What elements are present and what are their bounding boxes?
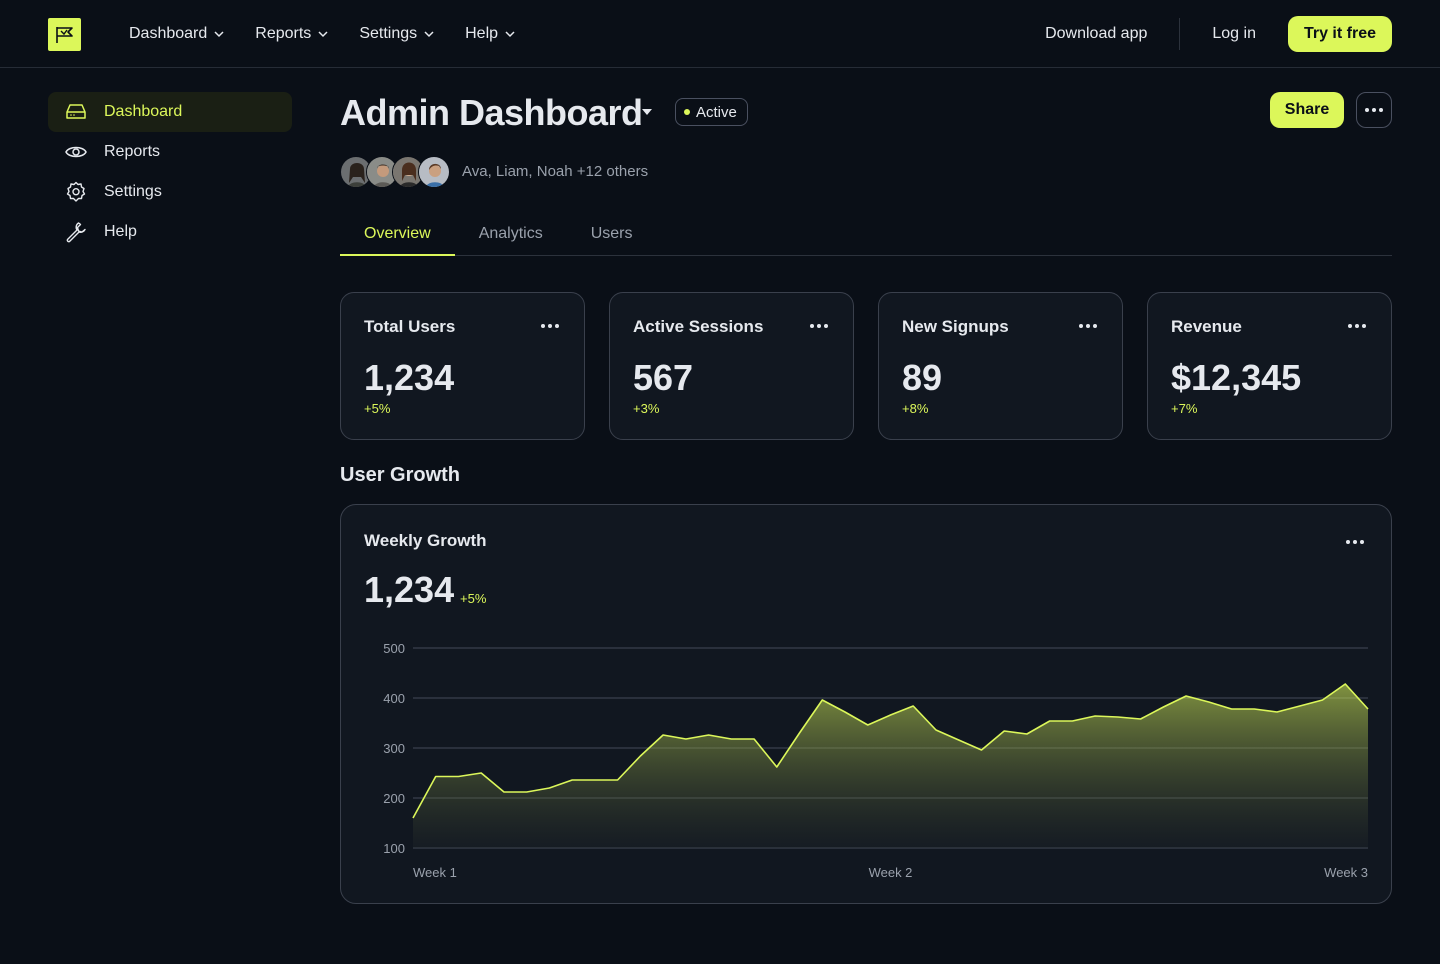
stat-delta: +3% <box>633 401 660 416</box>
stat-title: New Signups <box>902 317 1009 336</box>
main-menu: Dashboard Reports Settings Help <box>129 0 546 68</box>
chart-value: 1,234 <box>364 569 455 610</box>
nav-item-label: Settings <box>359 25 418 42</box>
chevron-down-icon <box>318 31 328 38</box>
nav-item-label: Help <box>465 25 499 42</box>
sidebar-item-label: Settings <box>104 183 162 200</box>
chart-delta: +5% <box>460 591 487 606</box>
more-horizontal-icon[interactable] <box>809 323 829 329</box>
nav-item-label: Reports <box>255 25 312 42</box>
member-avatars[interactable] <box>340 156 450 188</box>
chart-card: 500 400 300 200 100 Week 1 Week 2 Week 3 Weekly… <box>340 504 1392 904</box>
sidebar-item-dashboard[interactable]: Dashboard <box>48 92 292 132</box>
flag-icon <box>55 26 73 43</box>
tab-bar: Overview Analytics Users <box>340 218 1392 256</box>
sidebar-item-reports[interactable]: Reports <box>48 132 292 172</box>
stat-card-total-users: Total Users 1,234 +5% <box>340 292 585 440</box>
sidebar-item-label: Dashboard <box>104 103 183 120</box>
stat-title: Total Users <box>364 317 456 336</box>
nav-item-label: Dashboard <box>129 25 208 42</box>
wrench-icon <box>64 220 88 244</box>
status-dot-icon <box>684 109 690 115</box>
logo[interactable] <box>48 18 81 51</box>
more-horizontal-icon <box>1365 108 1383 112</box>
area-chart: 500 400 300 200 100 Week 1 Week 2 Week 3 <box>383 641 1369 880</box>
more-horizontal-icon[interactable] <box>1347 323 1367 329</box>
top-nav: Dashboard Reports Settings Help Download… <box>0 0 1440 68</box>
y-tick-label: 100 <box>383 841 405 856</box>
drive-icon <box>64 100 88 124</box>
stat-delta: +7% <box>1171 401 1198 416</box>
status-label: Active <box>696 103 737 121</box>
sidebar-item-label: Help <box>104 223 137 240</box>
x-tick-label: Week 1 <box>413 865 457 880</box>
y-tick-label: 300 <box>383 741 405 756</box>
nav-item-help[interactable]: Help <box>465 25 516 43</box>
stat-delta: +5% <box>364 401 391 416</box>
nav-item-settings[interactable]: Settings <box>359 25 435 43</box>
caret-down-icon[interactable] <box>640 106 654 118</box>
gear-icon <box>64 180 88 204</box>
stat-delta: +8% <box>902 401 929 416</box>
x-tick-label: Week 2 <box>869 865 913 880</box>
download-app-link[interactable]: Download app <box>1045 25 1148 42</box>
stat-card-new-signups: New Signups 89 +8% <box>878 292 1123 440</box>
stat-card-active-sessions: Active Sessions 567 +3% <box>609 292 854 440</box>
sidebar-item-label: Reports <box>104 143 161 160</box>
page-title: Admin Dashboard <box>340 92 643 133</box>
section-title: User Growth <box>340 464 461 486</box>
more-horizontal-icon[interactable] <box>1078 323 1098 329</box>
more-horizontal-icon[interactable] <box>540 323 560 329</box>
members-label: Ava, Liam, Noah +12 others <box>462 163 649 180</box>
chevron-down-icon <box>424 31 434 38</box>
sidebar-item-help[interactable]: Help <box>48 212 292 252</box>
chevron-down-icon <box>214 31 224 38</box>
nav-item-dashboard[interactable]: Dashboard <box>129 25 225 43</box>
stat-value: 567 <box>633 357 694 398</box>
x-tick-label: Week 3 <box>1324 865 1368 880</box>
stat-title: Revenue <box>1171 317 1242 336</box>
eye-icon <box>64 140 88 164</box>
stat-value: 89 <box>902 357 943 398</box>
nav-actions: Download app Log in Try it free <box>1045 16 1392 52</box>
stat-value: 1,234 <box>364 357 455 398</box>
avatar <box>418 156 450 188</box>
sidebar-item-settings[interactable]: Settings <box>48 172 292 212</box>
chart-title: Weekly Growth <box>364 531 487 550</box>
try-free-button[interactable]: Try it free <box>1287 16 1392 52</box>
share-button[interactable]: Share <box>1270 92 1344 128</box>
y-tick-label: 200 <box>383 791 405 806</box>
more-horizontal-icon[interactable] <box>1345 539 1365 545</box>
login-link[interactable]: Log in <box>1212 25 1256 42</box>
more-options-button[interactable] <box>1356 92 1392 128</box>
stat-title: Active Sessions <box>633 317 764 336</box>
divider <box>1179 18 1181 50</box>
tab-overview[interactable]: Overview <box>340 218 455 256</box>
y-tick-label: 500 <box>383 641 405 656</box>
stat-card-revenue: Revenue $12,345 +7% <box>1147 292 1392 440</box>
stat-value: $12,345 <box>1171 357 1302 398</box>
sidebar: Dashboard Reports Settings Help <box>48 92 292 252</box>
area-fill <box>413 684 1368 848</box>
nav-item-reports[interactable]: Reports <box>255 25 329 43</box>
tab-users[interactable]: Users <box>590 225 633 242</box>
status-badge: Active <box>675 98 748 126</box>
tab-analytics[interactable]: Analytics <box>478 225 543 242</box>
y-tick-label: 400 <box>383 691 405 706</box>
chevron-down-icon <box>505 31 515 38</box>
